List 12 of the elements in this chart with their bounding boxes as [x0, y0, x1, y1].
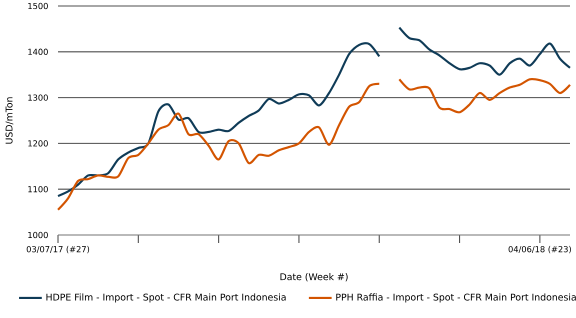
y-tick-label: 1400 — [28, 48, 48, 55]
y-tick-label: 1000 — [28, 232, 48, 238]
y-tick-label: 1300 — [28, 94, 48, 101]
x-tick-label: 04/06/18 (#23) — [508, 246, 571, 254]
y-axis-title: USD/mTon — [6, 97, 14, 144]
x-axis-title: Date (Week #) — [280, 273, 348, 282]
y-tick-label: 1200 — [28, 140, 48, 147]
x-tick-label: 03/07/17 (#27) — [26, 246, 90, 254]
legend-label: HDPE Film - Import - Spot - CFR Main Port Indonesia — [46, 293, 286, 302]
legend-label: PPH Raffia - Import - Spot - CFR Main Port Indonesia — [336, 293, 576, 302]
y-tick-label: 1100 — [28, 186, 48, 192]
y-tick-label: 1500 — [28, 2, 48, 10]
